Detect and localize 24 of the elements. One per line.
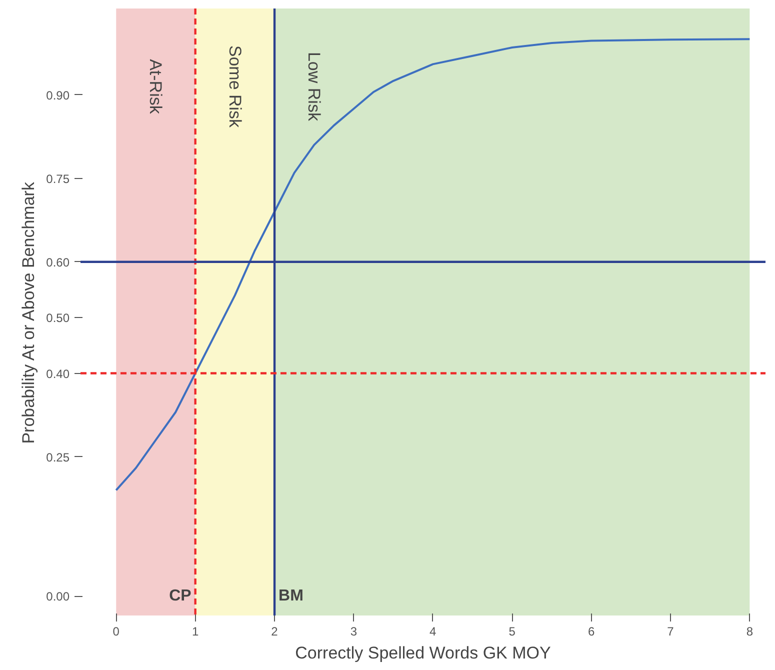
x-tick-label: 4 [430,624,437,638]
x-axis-title: Correctly Spelled Words GK MOY [295,644,551,662]
y-tick-label: 0.60 [46,255,70,270]
line-series [115,38,751,492]
y-tick-label: 0.50 [46,311,70,326]
x-tick-label: 6 [588,624,595,638]
ref-line-label: CP [169,588,192,605]
band-label: At-Risk [146,59,166,114]
y-tick-label: 0.40 [46,366,70,381]
band-label: Some Risk [225,45,244,128]
x-tick-label: 1 [192,624,199,638]
y-tick-label: 0.00 [46,590,70,604]
y-tick-label: 0.75 [46,172,70,186]
x-tick-label: 8 [746,624,754,638]
band-label: Low Risk [304,52,324,122]
x-tick-label: 2 [271,624,278,638]
x-tick-label: 3 [350,624,358,638]
y-tick-label: 0.25 [46,450,70,464]
y-axis-title: Probability At or Above Benchmark [19,182,38,444]
x-tick-label: 7 [667,624,674,638]
x-tick-label: 5 [508,624,516,638]
ref-line-label: BM [278,588,304,605]
y-tick-label: 0.90 [46,88,70,102]
x-tick-label: 0 [112,624,120,638]
